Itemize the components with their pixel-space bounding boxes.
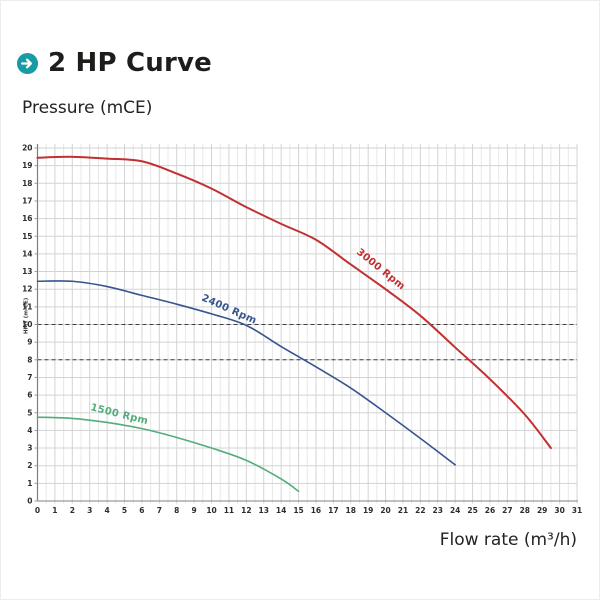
y-tick-label: 20	[22, 144, 32, 153]
x-tick-label: 27	[502, 506, 512, 515]
x-tick-label: 3	[87, 506, 92, 515]
y-tick-label: 8	[27, 355, 32, 364]
x-tick-label: 23	[433, 506, 443, 515]
x-tick-label: 15	[293, 506, 303, 515]
x-tick-label: 25	[467, 506, 477, 515]
y-tick-label: 7	[27, 373, 32, 382]
y-tick-label: 2	[27, 461, 32, 470]
page-title: 2 HP Curve	[48, 48, 213, 78]
x-tick-label: 12	[241, 506, 251, 515]
y-tick-label: 0	[27, 497, 32, 506]
x-tick-label: 31	[572, 506, 582, 515]
x-tick-label: 24	[450, 506, 460, 515]
x-tick-label: 9	[192, 506, 197, 515]
x-tick-label: 29	[537, 506, 547, 515]
x-tick-label: 4	[105, 506, 110, 515]
y-tick-label: 9	[27, 338, 32, 347]
x-tick-label: 6	[139, 506, 144, 515]
curve-2400-rpm	[36, 280, 456, 466]
y-tick-label: 15	[22, 232, 32, 241]
y-tick-label: 10	[22, 320, 32, 329]
x-tick-label: 8	[174, 506, 179, 515]
x-tick-label: 16	[311, 506, 321, 515]
y-tick-label: 18	[22, 179, 32, 188]
x-tick-label: 19	[363, 506, 373, 515]
y-tick-label: 17	[22, 196, 32, 205]
y-tick-label: 13	[22, 267, 32, 276]
x-tick-label: 7	[157, 506, 162, 515]
x-tick-label: 2	[70, 506, 75, 515]
arrow-right-circle-icon	[16, 52, 39, 75]
x-tick-label: 5	[122, 506, 127, 515]
x-tick-label: 13	[259, 506, 269, 515]
x-tick-label: 22	[415, 506, 425, 515]
x-tick-label: 18	[346, 506, 356, 515]
y-tick-label: 14	[22, 249, 32, 258]
curve-3000-rpm	[36, 155, 552, 450]
x-tick-label: 30	[554, 506, 564, 515]
y-tick-label: 5	[27, 408, 32, 417]
x-tick-label: 17	[328, 506, 338, 515]
y-tick-label: 4	[27, 426, 32, 435]
x-tick-label: 10	[206, 506, 216, 515]
y-tick-label: 16	[22, 214, 32, 223]
x-tick-label: 21	[398, 506, 408, 515]
y-tick-label: 11	[22, 302, 32, 311]
x-tick-label: 26	[485, 506, 495, 515]
y-axis-inline-label: HMT (m CE)	[24, 297, 30, 334]
x-tick-label: 0	[35, 506, 40, 515]
y-tick-label: 12	[22, 285, 32, 294]
x-tick-label: 11	[224, 506, 234, 515]
page-header: 2 HP Curve	[16, 48, 212, 78]
x-axis-title: Flow rate (m³/h)	[439, 530, 577, 550]
x-tick-label: 1	[52, 506, 57, 515]
y-tick-label: 6	[27, 391, 32, 400]
x-tick-label: 14	[276, 506, 286, 515]
y-tick-label: 19	[22, 161, 32, 170]
curve-1500-rpm	[36, 416, 300, 493]
x-tick-label: 20	[380, 506, 390, 515]
y-tick-label: 3	[27, 444, 32, 453]
x-tick-label: 28	[520, 506, 530, 515]
y-tick-label: 1	[27, 479, 32, 488]
y-axis-title: Pressure (mCE)	[22, 98, 153, 118]
